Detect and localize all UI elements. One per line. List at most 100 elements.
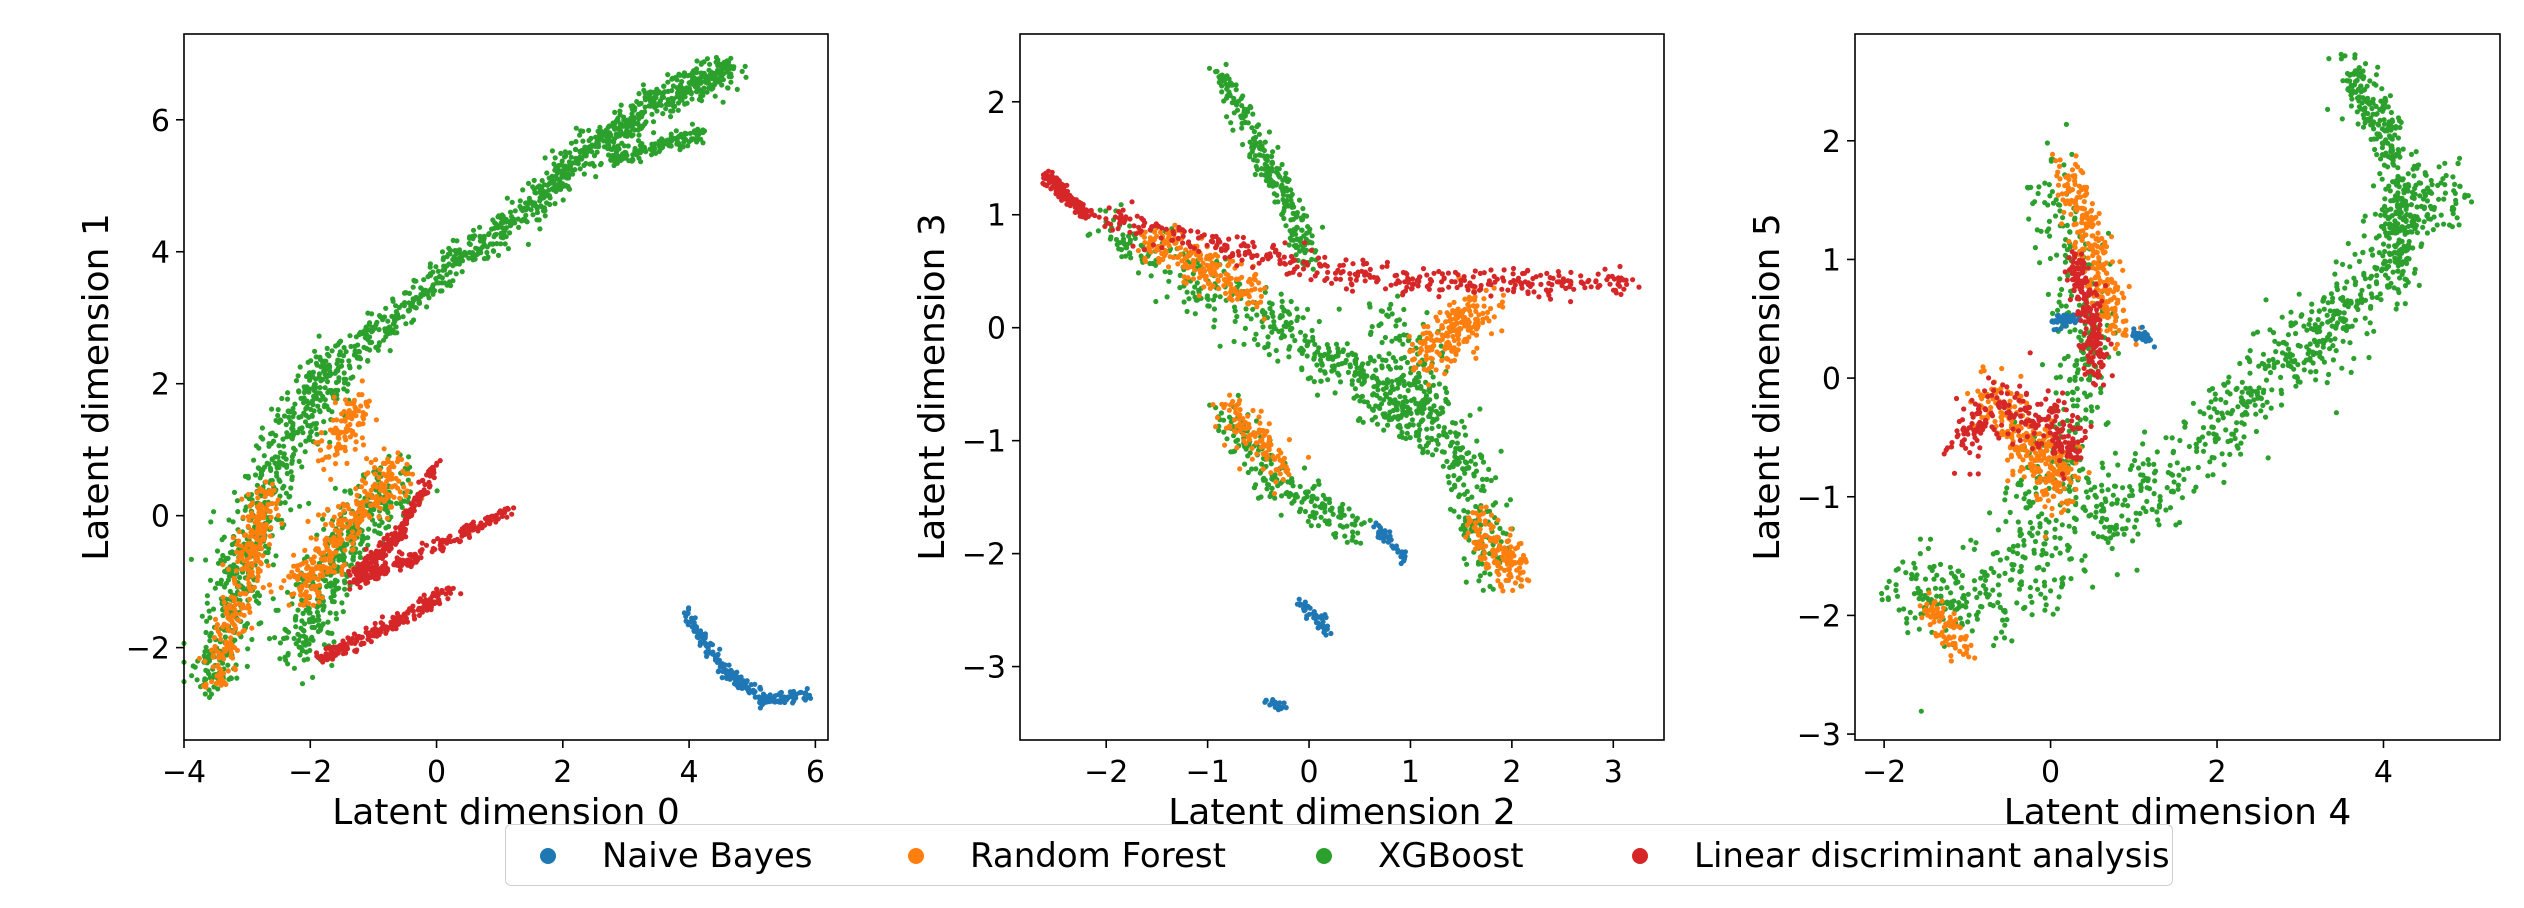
data-point	[227, 588, 233, 595]
data-point	[587, 161, 593, 167]
data-point	[1279, 161, 1285, 168]
data-point	[1430, 374, 1436, 380]
data-point	[349, 640, 355, 646]
data-point	[1350, 534, 1356, 540]
data-point	[331, 562, 337, 569]
data-point	[1239, 125, 1245, 131]
data-point	[328, 476, 334, 482]
data-point	[583, 145, 589, 151]
data-point	[353, 334, 359, 340]
data-point	[1224, 93, 1230, 99]
data-point	[1439, 405, 1445, 411]
data-point	[495, 252, 502, 258]
data-point	[289, 458, 295, 464]
data-point	[374, 319, 380, 325]
data-point	[689, 96, 695, 102]
data-point	[305, 518, 311, 525]
data-point	[1186, 296, 1192, 302]
data-point	[279, 395, 285, 402]
data-point	[560, 197, 566, 203]
data-point	[245, 646, 251, 652]
data-point	[1385, 363, 1392, 370]
data-point	[344, 592, 350, 598]
data-point	[296, 388, 302, 394]
data-point	[303, 412, 309, 418]
data-point	[233, 568, 239, 574]
data-point	[308, 535, 314, 541]
data-point	[1261, 475, 1267, 481]
data-point	[1338, 514, 1344, 521]
data-point	[1398, 356, 1404, 362]
data-point	[239, 566, 245, 572]
data-point	[1373, 367, 1379, 373]
y-tick-label: 4	[151, 236, 170, 271]
data-point	[373, 344, 379, 350]
data-point	[1397, 393, 1403, 400]
data-point	[305, 359, 311, 365]
data-point	[594, 149, 600, 155]
data-point	[401, 510, 407, 516]
data-point	[342, 547, 348, 553]
data-point	[445, 585, 452, 591]
cluster-xgboost	[1207, 392, 1385, 546]
data-point	[399, 530, 405, 536]
data-point	[1272, 199, 1278, 205]
data-point	[258, 488, 264, 494]
data-point	[296, 414, 302, 420]
data-point	[260, 553, 266, 559]
x-tick-label: 4	[680, 755, 699, 790]
data-point	[220, 594, 226, 600]
data-point	[1436, 381, 1442, 387]
data-point	[733, 679, 739, 686]
data-point	[214, 648, 220, 654]
data-point	[300, 561, 306, 567]
data-point	[341, 370, 347, 376]
data-point	[1455, 431, 1461, 437]
data-point	[1427, 413, 1433, 420]
data-point	[1262, 345, 1268, 351]
data-point	[371, 571, 377, 578]
data-point	[319, 358, 325, 364]
data-point	[1269, 485, 1275, 491]
data-point	[1395, 293, 1401, 299]
data-point	[333, 616, 340, 622]
x-tick-label: 6	[806, 755, 825, 790]
data-point	[478, 520, 484, 526]
data-point	[388, 330, 394, 336]
data-point	[206, 694, 213, 701]
data-point	[405, 610, 411, 616]
data-point	[437, 288, 443, 294]
data-point	[534, 209, 541, 216]
data-point	[743, 74, 749, 80]
x-tick-label: −4	[162, 755, 206, 790]
data-point	[269, 406, 275, 412]
data-point	[752, 689, 758, 695]
data-point	[437, 458, 443, 464]
data-point	[418, 285, 424, 291]
data-point	[665, 88, 671, 94]
data-point	[1350, 529, 1356, 535]
data-point	[299, 648, 305, 654]
data-point	[470, 252, 476, 258]
data-point	[603, 130, 609, 136]
data-point	[390, 626, 396, 632]
data-point	[339, 554, 345, 560]
data-point	[228, 654, 234, 660]
data-point	[1292, 337, 1298, 344]
data-point	[439, 249, 446, 255]
data-point	[1445, 473, 1451, 480]
data-point	[358, 484, 365, 490]
data-point	[1254, 124, 1260, 130]
data-point	[720, 99, 726, 105]
data-point	[1335, 349, 1341, 355]
data-point	[317, 409, 323, 415]
data-point	[1241, 106, 1248, 112]
data-point	[383, 525, 389, 531]
data-point	[212, 616, 219, 623]
data-point	[1447, 506, 1454, 512]
data-point	[1350, 513, 1356, 519]
data-point	[486, 231, 492, 237]
data-point	[1326, 521, 1332, 527]
data-point	[1410, 422, 1416, 428]
